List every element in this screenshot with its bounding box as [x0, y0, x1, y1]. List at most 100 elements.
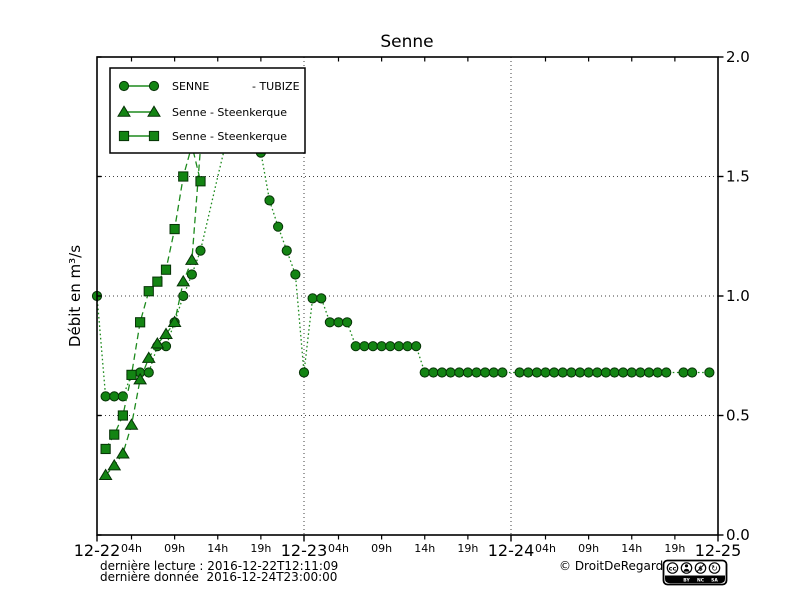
data-point-triangle: [133, 372, 148, 385]
cc-nc-label: NC: [697, 578, 705, 584]
data-point-circle: [359, 341, 370, 352]
axis-ticks-and-labels: 0.0 0.5 1.0 1.5 2.0 04h 09h 14h 19h 04h 09h 14h 19h 0…: [74, 48, 750, 560]
data-point-triangle: [167, 315, 182, 327]
data-point-square: [126, 369, 137, 380]
cc-nc-icon: [694, 562, 707, 574]
hour-tick-label: 04h: [535, 542, 556, 555]
cc-sa-arrow-icon: ↻: [711, 564, 718, 573]
cc-by-icon: [680, 562, 693, 574]
square-marker-icon: [148, 130, 160, 142]
y-tick-label: 1.0: [726, 287, 750, 305]
cc-icon: [666, 562, 679, 574]
data-point-circle: [385, 341, 396, 352]
hour-tick-label: 04h: [328, 542, 349, 555]
last-data-text: dernière donnée 2016-12-24T23:00:00: [100, 570, 337, 584]
data-point-triangle: [141, 351, 156, 363]
data-point-circle: [342, 317, 353, 328]
data-point-square: [135, 317, 146, 328]
data-point-circle: [109, 391, 120, 402]
data-point-circle: [523, 367, 534, 378]
legend-label: SENNE: [172, 80, 209, 93]
data-point-triangle: [176, 274, 191, 287]
data-point-circle: [531, 367, 542, 378]
copyright-text: © DroitDeRegard.be: [559, 559, 682, 573]
data-point-circle: [557, 367, 568, 378]
data-point-triangle: [107, 458, 122, 471]
legend-entry-steenkerque-2: Senne - Steenkerque: [118, 130, 287, 143]
data-point-circle: [497, 367, 508, 378]
data-point-square: [169, 223, 180, 235]
data-point-circle: [540, 367, 551, 378]
data-point-circle: [445, 367, 456, 378]
data-point-circle: [290, 269, 301, 280]
data-point-circle: [471, 367, 482, 378]
data-point-square: [195, 176, 206, 187]
data-point-triangle: [150, 337, 165, 349]
data-point-circle: [264, 195, 275, 206]
hour-tick-label: 09h: [578, 542, 599, 555]
circle-marker-icon: [118, 80, 130, 92]
data-point-circle: [652, 367, 663, 378]
data-point-circle: [273, 221, 284, 232]
data-point-triangle: [159, 327, 173, 339]
triangle-marker-icon: [147, 105, 161, 117]
legend-entry-steenkerque-1: Senne - Steenkerque: [117, 105, 287, 119]
data-point-circle: [687, 367, 698, 378]
data-point-triangle: [184, 253, 199, 265]
hour-tick-label: 19h: [457, 542, 478, 555]
data-point-circle: [600, 367, 611, 378]
last-reading-text: dernière lecture : 2016-12-22T12:11:09: [100, 559, 338, 573]
data-series: [91, 113, 715, 480]
data-point-circle: [574, 367, 586, 378]
square-marker-icon: [118, 130, 130, 142]
data-point-triangle: [115, 446, 130, 459]
data-point-circle: [367, 341, 379, 352]
data-point-circle: [143, 367, 154, 378]
cc-nc-slash-icon: [696, 564, 705, 572]
data-point-circle: [592, 367, 603, 378]
cc-by-label: BY: [683, 578, 690, 584]
hour-tick-label: 19h: [250, 542, 271, 555]
data-point-circle: [618, 367, 629, 378]
series-line: [105, 147, 202, 476]
data-point-circle: [281, 245, 292, 256]
data-point-circle: [316, 293, 327, 304]
data-point-square: [178, 171, 189, 182]
hour-tick-label: 14h: [207, 542, 228, 555]
chart-title: Senne: [380, 32, 433, 52]
data-point-circle: [609, 367, 620, 378]
triangle-marker-icon: [117, 105, 131, 117]
data-point-circle: [333, 317, 344, 328]
data-point-circle: [635, 367, 646, 378]
y-tick-label: 2.0: [726, 48, 750, 66]
data-point-circle: [436, 367, 448, 378]
day-tick-label: 12-22: [74, 541, 121, 560]
data-point-circle: [514, 367, 525, 378]
legend-entry-tubize: SENNE - TUBIZE: [118, 80, 300, 93]
data-point-circle: [402, 341, 413, 352]
data-point-circle: [186, 269, 197, 280]
footer: dernière lecture : 2016-12-22T12:11:09 d…: [100, 559, 682, 584]
data-point-circle: [298, 367, 310, 378]
hour-tick-label: 04h: [121, 542, 142, 555]
data-point-circle: [566, 367, 577, 378]
data-point-square: [143, 286, 154, 297]
series-circle: [91, 113, 715, 402]
data-point-circle: [324, 317, 335, 328]
hour-tick-label: 14h: [621, 542, 642, 555]
data-point-circle: [411, 341, 422, 352]
cc-badge-strip: [665, 575, 725, 584]
y-axis-label: Débit en m³/s: [66, 245, 84, 347]
data-point-circle: [583, 367, 594, 378]
legend: SENNE - TUBIZE Senne - Steenkerque Senne…: [109, 67, 306, 154]
data-point-circle: [428, 367, 439, 378]
day-tick-label: 12-25: [695, 541, 742, 560]
data-point-circle: [419, 367, 430, 378]
hour-tick-label: 09h: [371, 542, 392, 555]
cc-icon-glyph: cc: [669, 564, 677, 572]
data-point-circle: [549, 367, 560, 378]
data-point-circle: [195, 245, 206, 256]
circle-marker-icon: [148, 80, 160, 92]
data-point-circle: [350, 341, 361, 352]
